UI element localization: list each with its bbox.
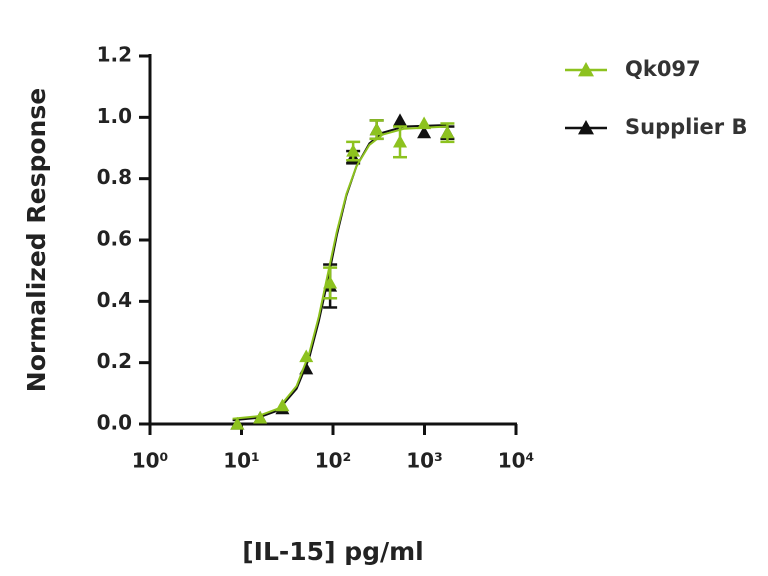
y-tick-label: 1.0 (97, 104, 132, 128)
x-tick-label: 10² (315, 449, 352, 473)
data-point (440, 125, 455, 139)
x-tick-label: 10³ (406, 449, 443, 473)
data-point (230, 417, 245, 430)
legend-label: Supplier B (625, 115, 747, 139)
y-tick-label: 0.6 (97, 227, 132, 251)
fit-curve (232, 125, 448, 420)
y-tick-label: 0.2 (97, 349, 132, 373)
legend-marker (578, 62, 594, 77)
data-point (369, 122, 384, 136)
y-axis-title: Normalized Response (22, 88, 51, 392)
x-tick-label: 10⁰ (132, 449, 169, 473)
y-tick-label: 1.2 (97, 43, 132, 67)
x-axis-title: [IL-15] pg/ml (242, 537, 424, 566)
y-tick-label: 0.0 (97, 411, 132, 435)
data-point (253, 410, 268, 424)
legend-label: Qk097 (625, 57, 701, 81)
data-point (393, 134, 408, 148)
x-tick-label: 10¹ (223, 449, 260, 473)
x-tick-label: 10⁴ (498, 449, 535, 473)
fit-curve (232, 124, 448, 422)
y-tick-label: 0.4 (97, 288, 132, 312)
data-point (417, 116, 432, 130)
legend-marker (578, 120, 594, 135)
data-point (275, 398, 290, 412)
data-point (346, 144, 361, 157)
data-point (323, 275, 338, 289)
data-point (393, 113, 408, 126)
y-tick-label: 0.8 (97, 165, 132, 189)
data-point (299, 349, 314, 363)
data-point (417, 125, 432, 139)
